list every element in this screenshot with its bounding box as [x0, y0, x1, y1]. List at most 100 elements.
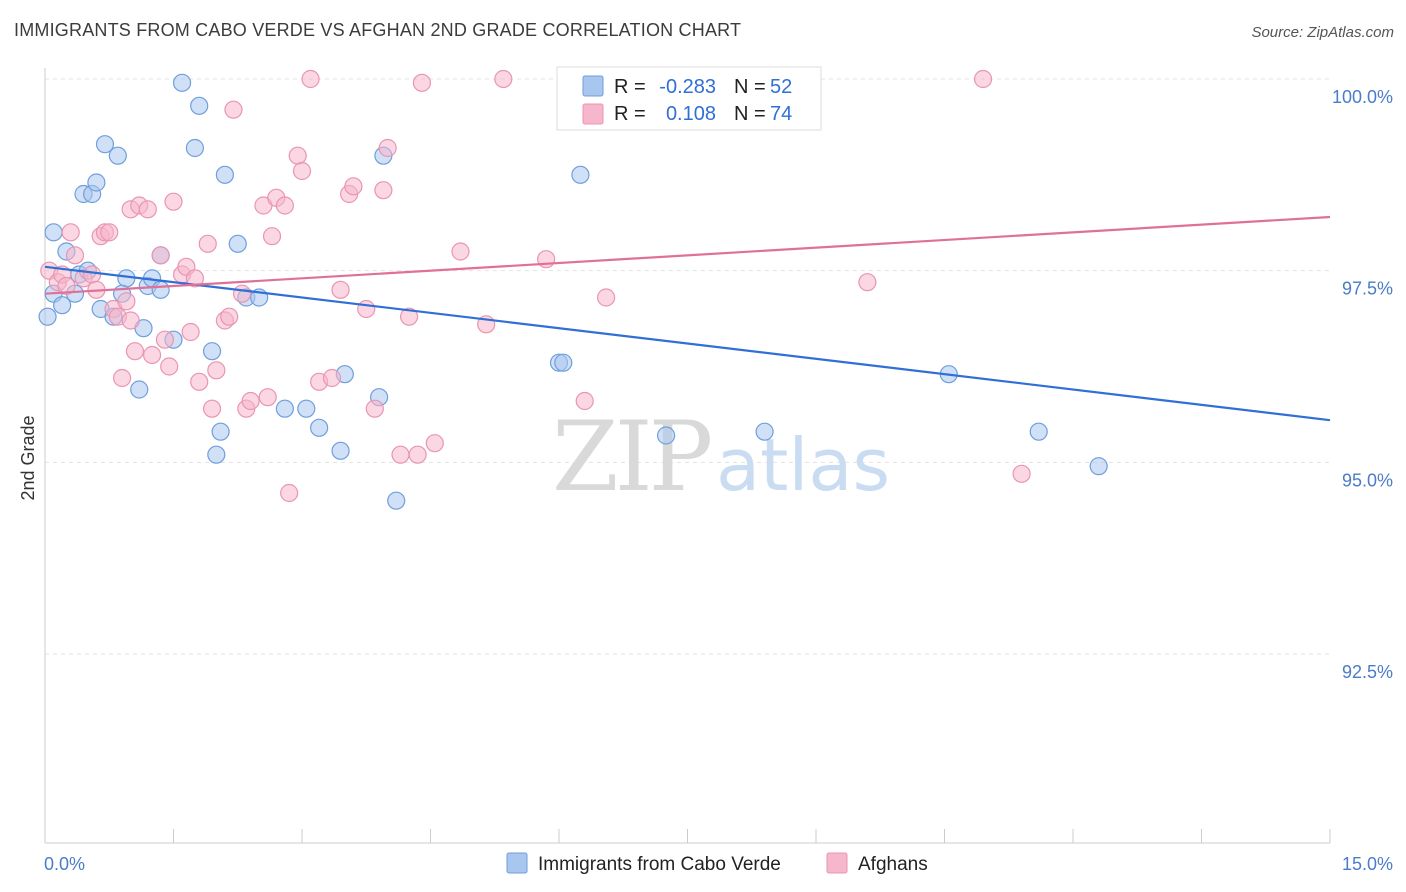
point-series0-25: [185, 138, 205, 158]
point-series1-42: [262, 227, 282, 246]
point-series0-12: [95, 135, 115, 154]
point-series1-61: [412, 73, 432, 92]
point-series0-21: [151, 280, 170, 299]
point-series1-20: [138, 200, 157, 219]
legend-n-label-1: N =: [734, 76, 766, 98]
point-series1-24: [160, 357, 179, 376]
series-legend-label-cabo-verde: Immigrants from Cabo Verde: [538, 854, 781, 875]
point-series1-5: [65, 246, 85, 265]
series-legend-swatch-afghans: [826, 852, 848, 874]
series-legend: Immigrants from Cabo Verde Afghans: [506, 852, 928, 875]
watermark-zip: ZIP: [552, 401, 711, 513]
point-series0-24: [172, 73, 192, 92]
y-axis-title: 2nd Grade: [18, 415, 38, 500]
legend-n-label-2: N =: [734, 103, 766, 125]
point-series1-58: [391, 445, 410, 464]
point-series1-47: [292, 161, 312, 181]
point-series1-32: [202, 399, 222, 418]
point-series1-68: [597, 288, 616, 307]
point-series0-30: [215, 165, 234, 184]
point-series0-0: [38, 307, 57, 326]
point-series0-17: [130, 380, 149, 399]
series-legend-label-afghans: Afghans: [858, 854, 928, 875]
point-series0-28: [207, 445, 226, 464]
y-tick-labels: 100.0% 97.5% 95.0% 92.5%: [1332, 87, 1393, 682]
point-series1-51: [331, 280, 350, 299]
point-series1-3: [57, 276, 76, 296]
point-series0-45: [656, 426, 676, 445]
point-series1-67: [575, 391, 594, 411]
legend-r-label-1: R =: [614, 76, 646, 98]
point-series1-4: [61, 223, 80, 242]
point-series0-26: [190, 96, 209, 115]
point-series1-23: [155, 330, 175, 349]
point-series1-53: [344, 177, 363, 196]
axes: [44, 68, 1331, 844]
legend-r-label-2: R =: [614, 103, 646, 125]
point-series0-14: [108, 146, 127, 165]
point-series1-45: [280, 483, 299, 503]
point-series0-41: [387, 491, 406, 510]
point-series1-50: [322, 368, 342, 388]
point-series1-22: [151, 246, 170, 265]
point-series1-39: [241, 391, 260, 411]
point-series1-56: [374, 181, 393, 200]
point-series0-50: [1029, 422, 1048, 441]
point-series1-48: [301, 69, 320, 89]
point-series1-7: [83, 265, 102, 284]
point-series0-47: [755, 422, 774, 441]
point-series1-54: [357, 299, 376, 319]
point-series1-31: [198, 234, 217, 253]
point-series1-15: [117, 292, 136, 311]
point-series1-11: [100, 223, 119, 242]
point-series1-36: [224, 100, 243, 119]
gridlines: [45, 78, 1330, 655]
point-series1-55: [365, 399, 384, 418]
point-series1-73: [1012, 464, 1031, 483]
point-series1-25: [164, 192, 183, 211]
point-series0-31: [228, 234, 247, 253]
point-series0-27: [202, 342, 222, 361]
x-tick-label-1: 15.0%: [1342, 854, 1393, 874]
watermark: ZIP atlas: [552, 401, 890, 513]
point-series0-44: [571, 165, 590, 184]
point-series0-10: [87, 173, 106, 192]
point-series1-72: [973, 69, 993, 89]
point-series1-35: [220, 307, 239, 326]
point-series1-41: [258, 388, 277, 407]
y-tick-label-2: 95.0%: [1342, 470, 1393, 490]
point-series1-37: [232, 284, 252, 303]
trend-line-series1: [44, 215, 1331, 295]
series-legend-swatch-cabo-verde: [506, 852, 528, 874]
point-series0-36: [310, 418, 329, 437]
trend-line-series0: [44, 265, 1331, 422]
y-tick-label-0: 100.0%: [1332, 87, 1393, 107]
chart-title: IMMIGRANTS FROM CABO VERDE VS AFGHAN 2ND…: [14, 20, 742, 40]
point-series0-2: [44, 223, 63, 242]
point-series1-14: [112, 368, 132, 388]
point-series1-57: [378, 138, 397, 158]
point-series1-21: [142, 345, 162, 365]
chart-source: Source: ZipAtlas.com: [1251, 24, 1394, 41]
point-series1-17: [125, 342, 145, 361]
point-series1-65: [494, 69, 513, 89]
point-series0-35: [297, 399, 316, 418]
point-series0-37: [331, 441, 350, 460]
y-tick-label-3: 92.5%: [1342, 662, 1393, 682]
point-series1-28: [181, 322, 200, 342]
legend-r-value-2: 0.108: [666, 103, 716, 125]
legend-swatch-afghans: [582, 103, 604, 125]
legend-n-value-2: 74: [770, 103, 792, 125]
legend-r-value-1: -0.283: [659, 76, 716, 98]
legend-swatch-cabo-verde: [582, 75, 604, 97]
watermark-atlas: atlas: [716, 423, 890, 507]
point-series0-29: [211, 422, 230, 441]
point-series1-59: [399, 307, 419, 326]
x-tick-labels: 0.0% 15.0%: [44, 854, 1393, 874]
point-series1-33: [207, 361, 226, 380]
point-series1-60: [408, 445, 427, 464]
point-series1-29: [185, 269, 205, 288]
point-series1-44: [275, 196, 294, 215]
point-series1-16: [121, 311, 140, 330]
